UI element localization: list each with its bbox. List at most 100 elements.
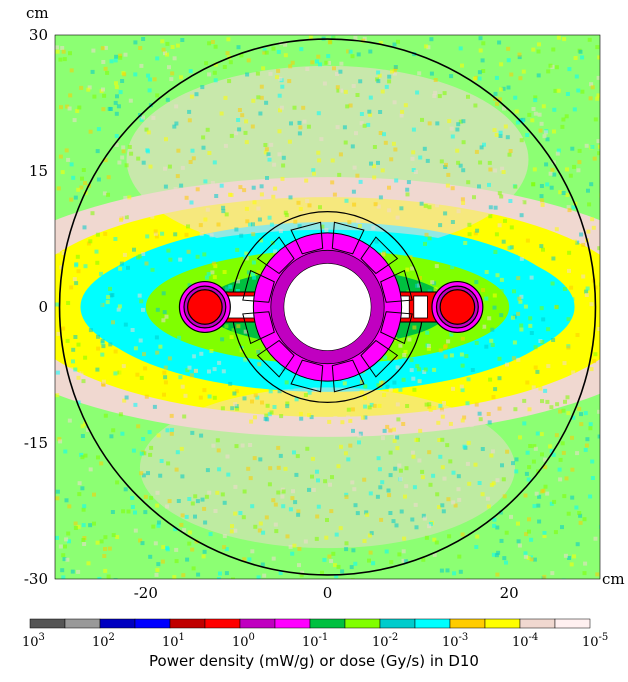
field-speckle xyxy=(281,155,286,160)
field-speckle xyxy=(263,150,268,155)
field-speckle xyxy=(173,187,178,191)
field-speckle xyxy=(367,533,372,538)
field-speckle xyxy=(267,482,272,487)
field-speckle xyxy=(437,94,442,99)
field-speckle xyxy=(589,182,594,187)
field-speckle xyxy=(355,93,360,97)
field-speckle xyxy=(415,283,420,288)
field-speckle xyxy=(587,37,592,42)
field-speckle xyxy=(408,255,413,260)
field-speckle xyxy=(544,162,549,167)
field-speckle xyxy=(293,500,298,505)
field-speckle xyxy=(239,348,244,353)
field-speckle xyxy=(280,176,285,181)
field-speckle xyxy=(115,480,120,485)
field-speckle xyxy=(222,270,227,274)
field-speckle xyxy=(506,375,511,380)
field-speckle xyxy=(535,431,540,436)
field-speckle xyxy=(237,127,242,132)
field-speckle xyxy=(400,109,405,114)
field-speckle xyxy=(249,419,254,424)
field-speckle xyxy=(190,547,195,552)
field-speckle xyxy=(460,388,465,393)
field-speckle xyxy=(346,49,351,54)
field-speckle xyxy=(379,380,383,385)
field-speckle xyxy=(138,538,143,543)
field-speckle xyxy=(333,416,338,420)
field-speckle xyxy=(350,144,355,149)
field-speckle xyxy=(272,162,277,167)
field-speckle xyxy=(120,155,125,160)
field-speckle xyxy=(336,464,341,469)
field-speckle xyxy=(558,409,563,414)
field-speckle xyxy=(571,205,576,210)
field-speckle xyxy=(597,55,600,60)
field-speckle xyxy=(174,104,179,109)
field-speckle xyxy=(422,516,427,521)
field-speckle xyxy=(330,158,335,163)
field-speckle xyxy=(599,375,600,380)
field-speckle xyxy=(105,300,110,305)
field-speckle xyxy=(153,229,158,234)
colorbar-bin xyxy=(204,618,241,629)
field-speckle xyxy=(387,185,391,190)
field-speckle xyxy=(220,337,225,342)
field-speckle xyxy=(204,275,209,280)
field-speckle xyxy=(344,198,349,203)
field-speckle xyxy=(180,38,185,42)
field-speckle xyxy=(73,367,78,372)
field-speckle xyxy=(305,446,310,451)
field-speckle xyxy=(570,435,574,440)
field-speckle xyxy=(461,140,466,145)
field-speckle xyxy=(100,352,105,357)
field-speckle xyxy=(558,190,563,195)
field-speckle xyxy=(498,97,502,102)
field-speckle xyxy=(292,105,297,110)
field-speckle xyxy=(210,270,215,275)
field-speckle xyxy=(177,335,182,340)
field-speckle xyxy=(118,53,123,58)
field-speckle xyxy=(332,192,337,197)
field-speckle xyxy=(346,457,351,462)
field-speckle xyxy=(66,157,71,162)
field-speckle xyxy=(371,561,376,566)
field-speckle xyxy=(222,65,227,69)
field-speckle xyxy=(213,44,218,49)
field-speckle xyxy=(323,479,328,484)
field-speckle xyxy=(563,553,568,558)
field-speckle xyxy=(394,523,399,528)
field-speckle xyxy=(118,55,123,60)
field-speckle xyxy=(114,85,119,89)
field-speckle xyxy=(388,473,393,478)
field-speckle xyxy=(92,492,96,497)
field-speckle xyxy=(236,118,241,122)
field-speckle xyxy=(346,415,350,420)
field-speckle xyxy=(64,148,69,153)
field-speckle xyxy=(577,406,582,411)
field-speckle xyxy=(382,132,386,137)
field-speckle xyxy=(502,494,507,499)
field-speckle xyxy=(92,94,97,99)
field-speckle xyxy=(166,248,171,253)
field-speckle xyxy=(369,531,374,536)
field-speckle xyxy=(567,556,572,560)
field-speckle xyxy=(506,85,511,90)
field-speckle xyxy=(91,48,96,53)
field-speckle xyxy=(569,285,574,290)
field-speckle xyxy=(343,140,348,145)
field-speckle xyxy=(403,494,407,499)
field-speckle xyxy=(184,195,189,200)
field-speckle xyxy=(124,395,129,400)
field-speckle xyxy=(392,68,397,73)
field-speckle xyxy=(180,384,185,389)
field-speckle xyxy=(398,477,403,481)
field-speckle xyxy=(448,421,453,426)
field-speckle xyxy=(359,379,364,384)
field-speckle xyxy=(297,224,302,229)
field-speckle xyxy=(474,149,479,154)
field-speckle xyxy=(378,110,383,114)
field-speckle xyxy=(259,95,264,100)
y-tick-label: 30 xyxy=(29,26,48,44)
field-speckle xyxy=(449,353,454,358)
field-speckle xyxy=(143,510,148,515)
